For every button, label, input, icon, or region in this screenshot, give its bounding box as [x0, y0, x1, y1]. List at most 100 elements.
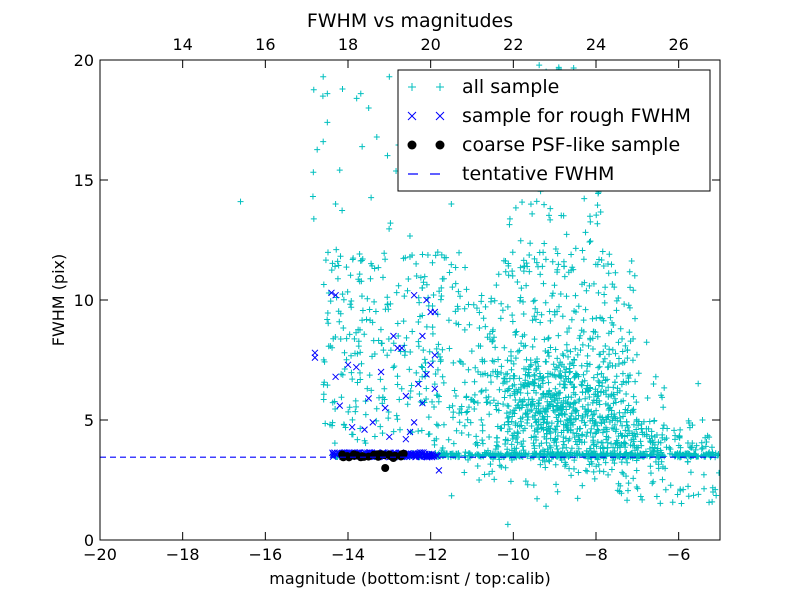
- all-sample-point: [583, 433, 590, 440]
- all-sample-point: [624, 432, 631, 439]
- all-sample-point: [526, 268, 533, 275]
- all-sample-point: [637, 438, 644, 445]
- all-sample-point: [556, 373, 563, 380]
- all-sample-point: [510, 449, 517, 456]
- all-sample-point: [391, 363, 398, 370]
- all-sample-point: [370, 337, 377, 344]
- all-sample-point: [432, 370, 439, 377]
- all-sample-point: [423, 385, 430, 392]
- all-sample-point: [320, 391, 327, 398]
- all-sample-point: [542, 464, 549, 471]
- all-sample-point: [431, 441, 438, 448]
- all-sample-point: [500, 380, 507, 387]
- all-sample-point: [554, 405, 561, 412]
- all-sample-point: [592, 430, 599, 437]
- all-sample-point: [524, 372, 531, 379]
- x-tick-label: −18: [166, 545, 200, 564]
- all-sample-point: [434, 366, 441, 373]
- all-sample-point: [553, 481, 560, 488]
- all-sample-point: [554, 269, 561, 276]
- all-sample-point: [441, 451, 448, 458]
- rough-sample-point: [427, 361, 435, 369]
- all-sample-point: [504, 428, 511, 435]
- all-sample-point: [613, 307, 620, 314]
- all-sample-point: [591, 420, 598, 427]
- all-sample-point: [513, 445, 520, 452]
- all-sample-point: [516, 404, 523, 411]
- all-sample-point: [596, 256, 603, 263]
- all-sample-point: [541, 336, 548, 343]
- all-sample-point: [320, 356, 327, 363]
- all-sample-point: [633, 426, 640, 433]
- all-sample-point: [437, 296, 444, 303]
- all-sample-point: [560, 404, 567, 411]
- all-sample-point: [622, 342, 629, 349]
- all-sample-point: [371, 265, 378, 272]
- all-sample-point: [586, 282, 593, 289]
- all-sample-point: [461, 379, 468, 386]
- all-sample-point: [527, 357, 534, 364]
- all-sample-point: [450, 440, 457, 447]
- x-axis-label: magnitude (bottom:isnt / top:calib): [269, 569, 550, 588]
- all-sample-point: [598, 420, 605, 427]
- all-sample-point: [566, 365, 573, 372]
- legend-plus-icon: [436, 83, 444, 91]
- all-sample-point: [357, 90, 364, 97]
- all-sample-point: [492, 344, 499, 351]
- all-sample-point: [429, 259, 436, 266]
- all-sample-point: [524, 453, 531, 460]
- all-sample-point: [574, 351, 581, 358]
- all-sample-point: [677, 444, 684, 451]
- all-sample-point: [524, 410, 531, 417]
- all-sample-point: [381, 250, 388, 257]
- all-sample-point: [404, 287, 411, 294]
- all-sample-point: [441, 254, 448, 261]
- all-sample-point: [368, 194, 375, 201]
- all-sample-point: [595, 427, 602, 434]
- all-sample-point: [458, 429, 465, 436]
- all-sample-point: [503, 410, 510, 417]
- all-sample-point: [573, 430, 580, 437]
- all-sample-point: [512, 329, 519, 336]
- all-sample-point: [651, 417, 658, 424]
- all-sample-point: [588, 425, 595, 432]
- all-sample-point: [355, 338, 362, 345]
- all-sample-point: [371, 350, 378, 357]
- all-sample-point: [371, 298, 378, 305]
- all-sample-point: [660, 422, 667, 429]
- all-sample-point: [565, 353, 572, 360]
- all-sample-point: [575, 469, 582, 476]
- all-sample-point: [577, 425, 584, 432]
- all-sample-point: [425, 294, 432, 301]
- all-sample-point: [549, 371, 556, 378]
- all-sample-point: [570, 266, 577, 273]
- x-tick-label: −20: [83, 545, 117, 564]
- all-sample-point: [486, 330, 493, 337]
- all-sample-point: [684, 440, 691, 447]
- all-sample-point: [582, 229, 589, 236]
- all-sample-point: [567, 379, 574, 386]
- all-sample-point: [630, 421, 637, 428]
- all-sample-point: [324, 310, 331, 317]
- all-sample-point: [609, 457, 616, 464]
- legend-marker-rough-sample: [407, 111, 445, 121]
- all-sample-point: [494, 373, 501, 380]
- all-sample-point: [546, 212, 553, 219]
- all-sample-point: [520, 447, 527, 454]
- all-sample-point: [683, 452, 690, 459]
- all-sample-point: [382, 306, 389, 313]
- all-sample-point: [542, 348, 549, 355]
- all-sample-point: [334, 275, 341, 282]
- all-sample-point: [474, 463, 481, 470]
- all-sample-point: [638, 442, 645, 449]
- all-sample-point: [390, 428, 397, 435]
- all-sample-point: [533, 259, 540, 266]
- all-sample-point: [625, 302, 632, 309]
- all-sample-point: [579, 431, 586, 438]
- all-sample-point: [484, 334, 491, 341]
- all-sample-point: [504, 415, 511, 422]
- all-sample-point: [540, 280, 547, 287]
- all-sample-point: [601, 355, 608, 362]
- all-sample-point: [561, 441, 568, 448]
- all-sample-point: [627, 284, 634, 291]
